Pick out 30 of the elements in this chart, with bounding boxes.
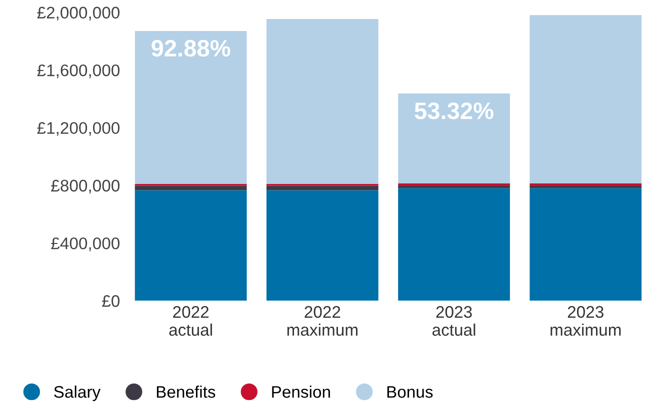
bar [134,190,247,301]
bar [266,186,378,190]
bar [398,186,510,188]
y-tick-label: £0 [102,295,120,307]
bar [266,190,378,301]
bar [530,183,642,186]
legend-label: Pension [272,386,330,398]
bar [134,30,247,184]
annotation: 53.32% [414,102,494,120]
y-tick-label: £2,000,000 [37,6,120,21]
annotation: 92.88% [152,40,230,57]
y-tick-label: £400,000 [51,237,120,252]
bar [134,186,247,190]
legend-label: Salary [54,386,101,402]
y-tick-label: £800,000 [51,180,120,194]
x-tick-label: 2022 maximum [287,306,358,336]
bar [398,94,510,184]
x-tick-label: 2023 actual [432,306,476,336]
bar [530,15,642,184]
bar [530,188,642,301]
bar [398,183,510,186]
bar [530,186,642,188]
x-tick-label: 2023 maximum [550,306,621,336]
x-tick-label: 2022 actual [169,306,212,336]
legend-label: Benefits [156,386,216,398]
bar [398,188,510,301]
y-tick-label: £1,600,000 [37,64,120,78]
legend-label: Bonus [387,386,433,398]
bar [266,18,378,184]
y-tick-label: £1,200,000 [37,122,120,136]
